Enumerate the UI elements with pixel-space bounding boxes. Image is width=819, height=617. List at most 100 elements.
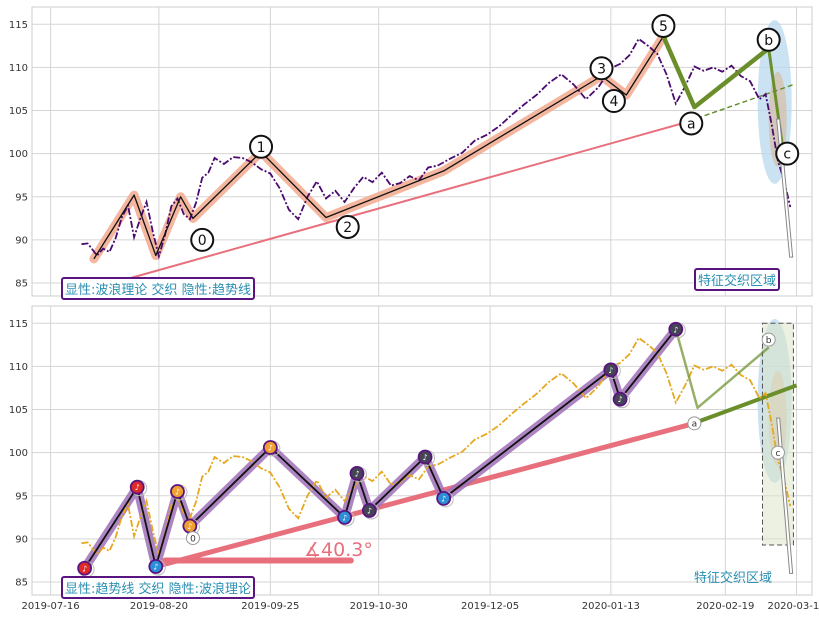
wave-label-circle (185, 531, 200, 546)
note-marker: ♪ (361, 503, 380, 520)
y-tick-label: 90 (15, 534, 28, 545)
wave-label-circle (335, 214, 360, 239)
zone-label: 特征交织区域 (698, 273, 776, 289)
note-marker-dot (148, 559, 164, 574)
price-line (81, 37, 792, 260)
wave-label-4: 4 (601, 89, 626, 114)
note-marker: ♪ (170, 484, 188, 501)
zone-label: 特征交织区域 (694, 570, 772, 586)
wave-label-text: 0 (198, 233, 207, 249)
note-icon: ♪ (342, 513, 347, 522)
note-marker: ♪ (612, 391, 631, 409)
wave-label-circle (687, 416, 702, 431)
note-marker-dot (603, 362, 619, 378)
note-icon: ♪ (673, 325, 678, 334)
y-tick-label: 105 (9, 405, 28, 416)
wave-label-2: 2 (335, 214, 360, 239)
wave-label-text: 4 (609, 94, 618, 110)
note-marker: ♪ (262, 440, 281, 457)
x-tick-label: 2019-12-05 (461, 601, 519, 612)
wave-label-circle (679, 111, 704, 136)
note-marker: ♪ (349, 465, 367, 483)
note-marker-dot (436, 490, 452, 506)
y-tick-label: 90 (15, 235, 28, 246)
note-icon: ♪ (175, 487, 180, 496)
y-tick-label: 85 (15, 279, 28, 290)
legend-text: 显性:波浪理论 交织 隐性:趋势线 (65, 282, 251, 298)
top-panel: 85 90 95 100 105 110 115 0 1 2 3 4 5 a b c 显性:波浪理论 交织 隐性… (9, 6, 813, 300)
trend-line (126, 122, 683, 280)
wave-label-1: 1 (249, 134, 274, 159)
angle-label: ∡40.3° (304, 539, 373, 561)
wave-label-circle (756, 27, 781, 52)
x-tick-label: 2019-08-20 (130, 601, 188, 612)
wave-label-text: 1 (257, 140, 266, 156)
zone-label-box (694, 268, 780, 291)
correction-line (661, 35, 771, 110)
y-tick-label: 115 (9, 319, 28, 330)
note-icon: ♪ (367, 506, 372, 515)
x-tick-label: 2019-09-25 (241, 601, 299, 612)
y-tick-label: 95 (15, 491, 28, 502)
note-icon: ♪ (153, 563, 158, 572)
wave-label-circle (770, 445, 785, 460)
y-tick-label: 105 (9, 106, 28, 117)
wave-label-circle (589, 56, 614, 81)
x-tick-label: 2020-03-13 (767, 601, 819, 612)
wave-label-circle (190, 227, 215, 252)
wave-label-c: c (775, 141, 800, 166)
wave-label-c: c (770, 445, 785, 460)
correction-line (674, 328, 770, 410)
note-icon: ♪ (441, 494, 446, 503)
note-icon: ♪ (354, 469, 359, 478)
trend-line (153, 421, 694, 570)
wave-label-text: c (783, 147, 791, 163)
y-tick-label: 100 (9, 448, 28, 459)
plot-area (31, 6, 813, 297)
legend-box (61, 576, 255, 599)
wave-label-text: a (692, 420, 698, 430)
note-icon: ♪ (608, 366, 613, 375)
wave-label-5: 5 (651, 13, 676, 38)
y-tick-label: 85 (15, 578, 28, 589)
note-marker: ♪ (129, 479, 148, 497)
note-marker-dot (170, 484, 185, 499)
bottom-panel: 85 90 95 100 105 110 115 ♪ ♪ ♪ ♪ ♪ ♪ ♪ ♪ ♪ ♪ ♪ ♪ ♪ ♪ 0 a b c ∡40.… (9, 305, 819, 612)
wave-label-circle (249, 134, 274, 159)
wave-label-0: 0 (185, 531, 200, 546)
note-icon: ♪ (135, 483, 140, 492)
wave-label-circle (651, 13, 676, 38)
note-marker: ♪ (668, 321, 686, 339)
wave-label-a: a (679, 111, 704, 136)
wave-label-b: b (756, 27, 781, 52)
price-line (81, 336, 792, 559)
wave-label-text: 0 (190, 534, 196, 544)
note-marker-dot (262, 440, 278, 455)
note-icon: ♪ (618, 395, 623, 404)
note-marker-dot (337, 509, 353, 525)
legend-text: 显性:趋势线 交织 隐性:波浪理论 (65, 581, 251, 597)
note-marker-dot (129, 479, 145, 495)
wave-label-circle (775, 141, 800, 166)
wave-label-text: 5 (659, 19, 668, 35)
wave-label-b: b (761, 332, 776, 347)
note-marker-dot (612, 391, 628, 407)
note-icon: ♪ (268, 443, 273, 452)
wave-label-text: b (764, 33, 773, 49)
note-icon: ♪ (423, 453, 428, 462)
wave-label-text: b (766, 336, 772, 346)
x-tick-label: 2020-01-13 (582, 601, 640, 612)
y-tick-label: 110 (9, 63, 28, 74)
x-tick-label: 2020-02-19 (696, 601, 754, 612)
x-tick-label: 2019-10-30 (350, 601, 408, 612)
wave-label-text: 2 (343, 220, 352, 236)
note-marker-dot (77, 560, 93, 576)
note-marker-dot (417, 449, 433, 465)
y-tick-label: 95 (15, 192, 28, 203)
x-tick-label: 2019-07-16 (22, 601, 80, 612)
note-marker-dot (668, 321, 684, 337)
note-marker-dot (349, 465, 365, 481)
note-marker: ♪ (417, 449, 436, 466)
y-tick-label: 110 (9, 362, 28, 373)
